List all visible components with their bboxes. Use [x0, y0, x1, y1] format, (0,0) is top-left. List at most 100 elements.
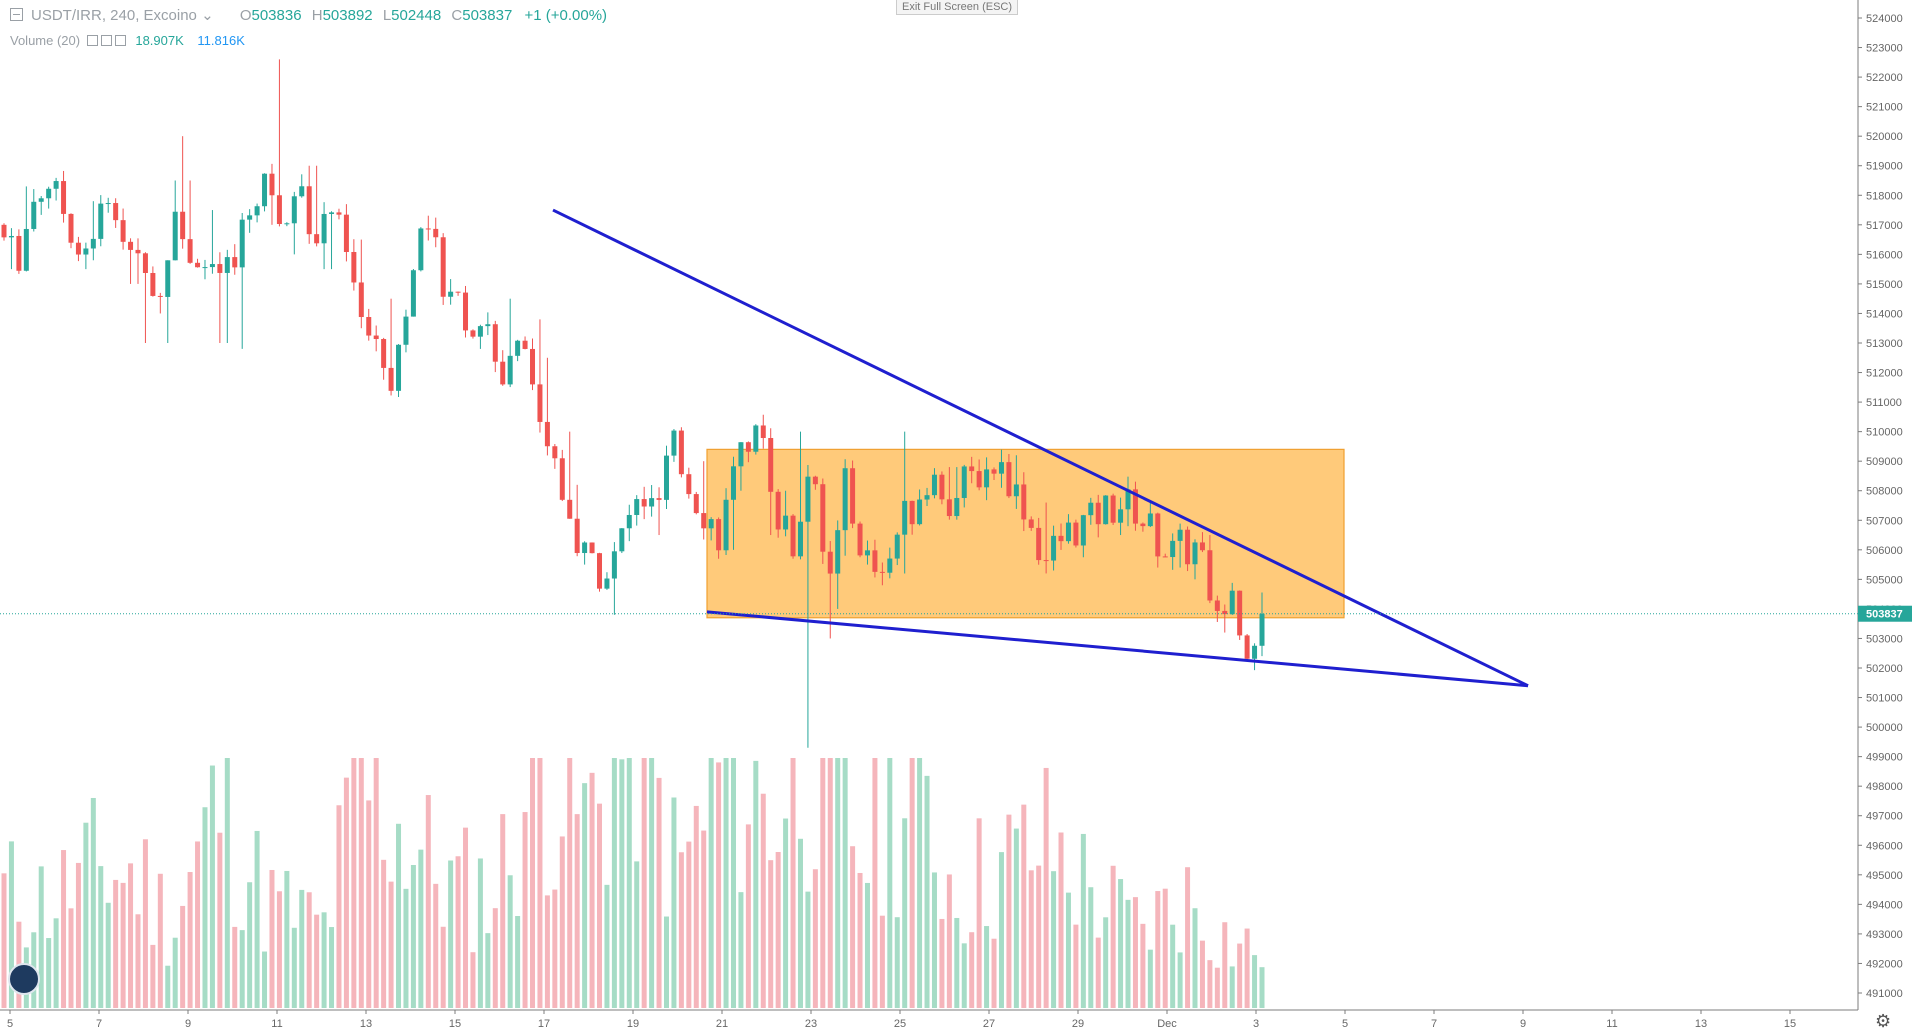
candle	[1155, 512, 1161, 568]
candle	[358, 239, 364, 329]
volume-bar	[358, 758, 364, 1008]
volume-bar	[902, 818, 908, 1008]
volume-bar	[135, 914, 141, 1008]
candle-body	[783, 515, 789, 530]
candle	[247, 209, 253, 233]
candle-body	[917, 499, 923, 525]
candle-body	[634, 499, 640, 515]
candle	[157, 292, 163, 314]
candle	[1207, 535, 1213, 604]
volume-bar	[329, 927, 335, 1008]
candle	[1036, 517, 1042, 565]
chevron-down-icon[interactable]: ⌄	[201, 7, 214, 24]
volume-bar	[909, 758, 915, 1008]
volume-bar	[1080, 833, 1086, 1008]
candle	[373, 325, 379, 352]
volume-bar	[239, 930, 245, 1008]
exit-fullscreen-button[interactable]: Exit Full Screen (ESC)	[896, 0, 1019, 15]
candle	[604, 572, 610, 590]
legend-header[interactable]: USDT/IRR, 240, Excoino ⌄ O503836 H503892…	[10, 6, 607, 24]
volume-bar	[492, 908, 498, 1008]
volume-bar	[678, 852, 684, 1008]
logo-icon[interactable]	[8, 963, 40, 995]
candle	[269, 163, 275, 225]
candle	[351, 239, 357, 291]
candle-body	[686, 474, 692, 495]
price-tick-label: 510000	[1866, 427, 1903, 439]
candle-body	[314, 234, 320, 244]
volume-bar	[1103, 917, 1109, 1008]
candle	[902, 431, 908, 574]
candle	[75, 236, 81, 262]
volume-bar	[969, 932, 975, 1008]
volume-bar	[1065, 892, 1071, 1008]
settings-icon[interactable]	[100, 35, 112, 46]
candle	[842, 459, 848, 556]
candle	[98, 195, 104, 247]
price-tick-label: 497000	[1866, 811, 1903, 823]
candle	[46, 186, 52, 209]
candle	[552, 443, 558, 469]
candle	[582, 541, 588, 565]
candle-body	[954, 497, 960, 517]
volume-bar	[1021, 804, 1027, 1008]
volume-bar	[448, 860, 454, 1008]
volume-legend[interactable]: Volume (20) 18.907K 11.816K	[10, 33, 245, 48]
collapse-icon[interactable]	[10, 8, 23, 21]
candle-body	[1110, 495, 1116, 523]
candle	[820, 478, 826, 564]
volume-bar	[515, 916, 521, 1008]
candle-body	[83, 248, 89, 255]
candle-body	[403, 316, 409, 345]
candle-body	[1199, 542, 1205, 551]
candle	[418, 227, 424, 272]
eye-icon[interactable]	[86, 35, 98, 46]
candle	[314, 165, 320, 247]
lower-trendline[interactable]	[706, 610, 1529, 688]
volume-bar	[455, 856, 461, 1008]
close-icon[interactable]	[114, 35, 126, 46]
candle-body	[1170, 540, 1176, 558]
volume-bar	[641, 758, 647, 1008]
volume-bar	[567, 758, 573, 1008]
volume-value: 18.907K	[135, 33, 184, 48]
volume-bar	[209, 765, 215, 1008]
volume-bar	[604, 884, 610, 1008]
price-tick-label: 503000	[1866, 633, 1903, 645]
candle-body	[321, 213, 327, 244]
candle	[1252, 643, 1258, 671]
volume-bar	[857, 872, 863, 1008]
candle	[388, 298, 394, 396]
candle-body	[1058, 535, 1064, 542]
candle	[1214, 595, 1220, 622]
volume-bar	[1237, 943, 1243, 1008]
candle-body	[991, 469, 997, 474]
last-price-badge	[1858, 605, 1912, 622]
volume-bar	[269, 869, 275, 1008]
candle-body	[753, 425, 759, 452]
volume-bar	[686, 841, 692, 1008]
candle-body	[1259, 613, 1265, 646]
upper-trendline[interactable]	[552, 208, 1529, 688]
volume-bar	[98, 866, 104, 1008]
volume-bar	[410, 865, 416, 1008]
symbol-label[interactable]: USDT/IRR, 240, Excoino	[31, 7, 197, 24]
candle	[1110, 493, 1116, 525]
candle	[984, 457, 990, 501]
volume-bar	[284, 870, 290, 1008]
volume-bar	[530, 758, 536, 1008]
volume-bar	[1162, 888, 1168, 1008]
candle-body	[53, 181, 59, 189]
volume-bar	[582, 783, 588, 1008]
candle-body	[388, 367, 394, 391]
candle	[410, 268, 416, 317]
gear-icon[interactable]: ⚙	[1875, 1011, 1892, 1031]
candle-body	[626, 514, 632, 529]
volume-bar	[470, 952, 476, 1008]
candle-body	[924, 495, 930, 500]
volume-bar	[1252, 955, 1258, 1008]
candle	[299, 174, 305, 198]
price-tick-label: 501000	[1866, 693, 1903, 705]
volume-label[interactable]: Volume (20)	[10, 33, 81, 48]
